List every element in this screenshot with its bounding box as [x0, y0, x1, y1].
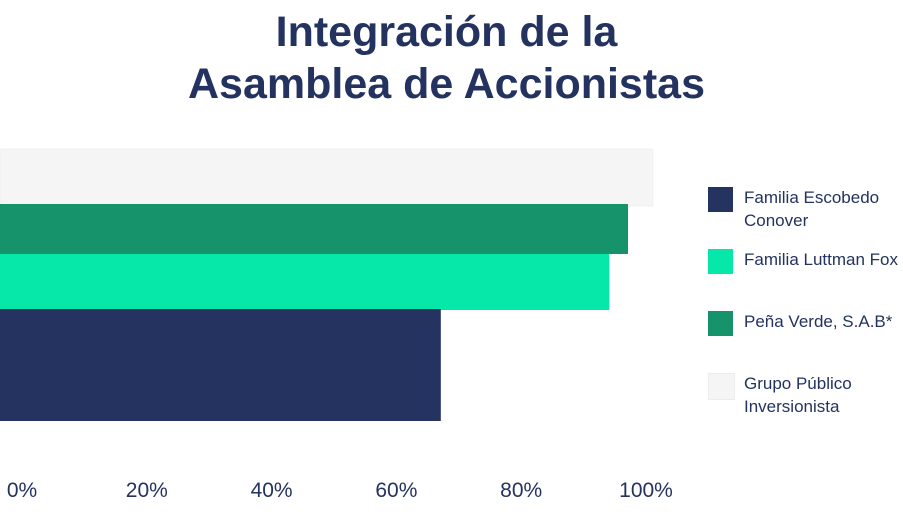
legend-label: Familia Escobedo Conover: [744, 188, 880, 230]
x-tick-label: 0%: [7, 479, 37, 502]
legend-swatch: [708, 187, 733, 212]
chart-title-line-2: Asamblea de Accionistas: [187, 60, 705, 108]
bar: [0, 148, 654, 207]
chart-title-line-1: Integración de la: [275, 8, 618, 56]
x-tick-label: 100%: [619, 479, 673, 502]
legend-item: Familia Luttman Fox: [708, 246, 903, 294]
x-tick-label: 60%: [375, 479, 417, 502]
legend-swatch: [708, 249, 733, 274]
legend-label: Peña Verde, S.A.B*: [744, 312, 893, 331]
x-tick-label: 20%: [126, 479, 168, 502]
legend-label: Familia Luttman Fox: [744, 250, 898, 269]
bar: [0, 309, 441, 421]
legend-item: Familia Escobedo Conover: [708, 184, 903, 232]
legend-label: Grupo Público Inversionista: [744, 374, 852, 416]
legend-swatch: [708, 311, 733, 336]
legend-item: Grupo Público Inversionista: [708, 370, 903, 418]
chart-title: Integración de la Asamblea de Accionista…: [0, 6, 893, 110]
chart-legend: Familia Escobedo Conover Familia Luttman…: [708, 184, 903, 432]
bar: [0, 254, 610, 310]
x-axis-ticks: 0% 20% 40% 60% 80% 100%: [7, 479, 673, 502]
x-tick-label: 80%: [500, 479, 542, 502]
bar: [0, 204, 628, 254]
legend-item: Peña Verde, S.A.B*: [708, 308, 903, 356]
bar-group: [0, 148, 654, 421]
x-tick-label: 40%: [251, 479, 293, 502]
legend-swatch: [708, 373, 735, 400]
